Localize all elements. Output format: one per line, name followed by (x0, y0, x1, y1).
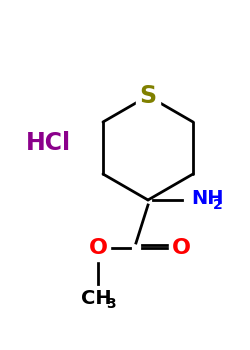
Text: O: O (172, 238, 190, 258)
Text: NH: NH (191, 189, 224, 209)
Text: S: S (140, 84, 156, 108)
Text: 3: 3 (106, 297, 116, 311)
Text: CH: CH (81, 288, 111, 308)
Text: O: O (88, 238, 108, 258)
Text: 2: 2 (213, 198, 223, 212)
Text: HCl: HCl (26, 131, 70, 155)
